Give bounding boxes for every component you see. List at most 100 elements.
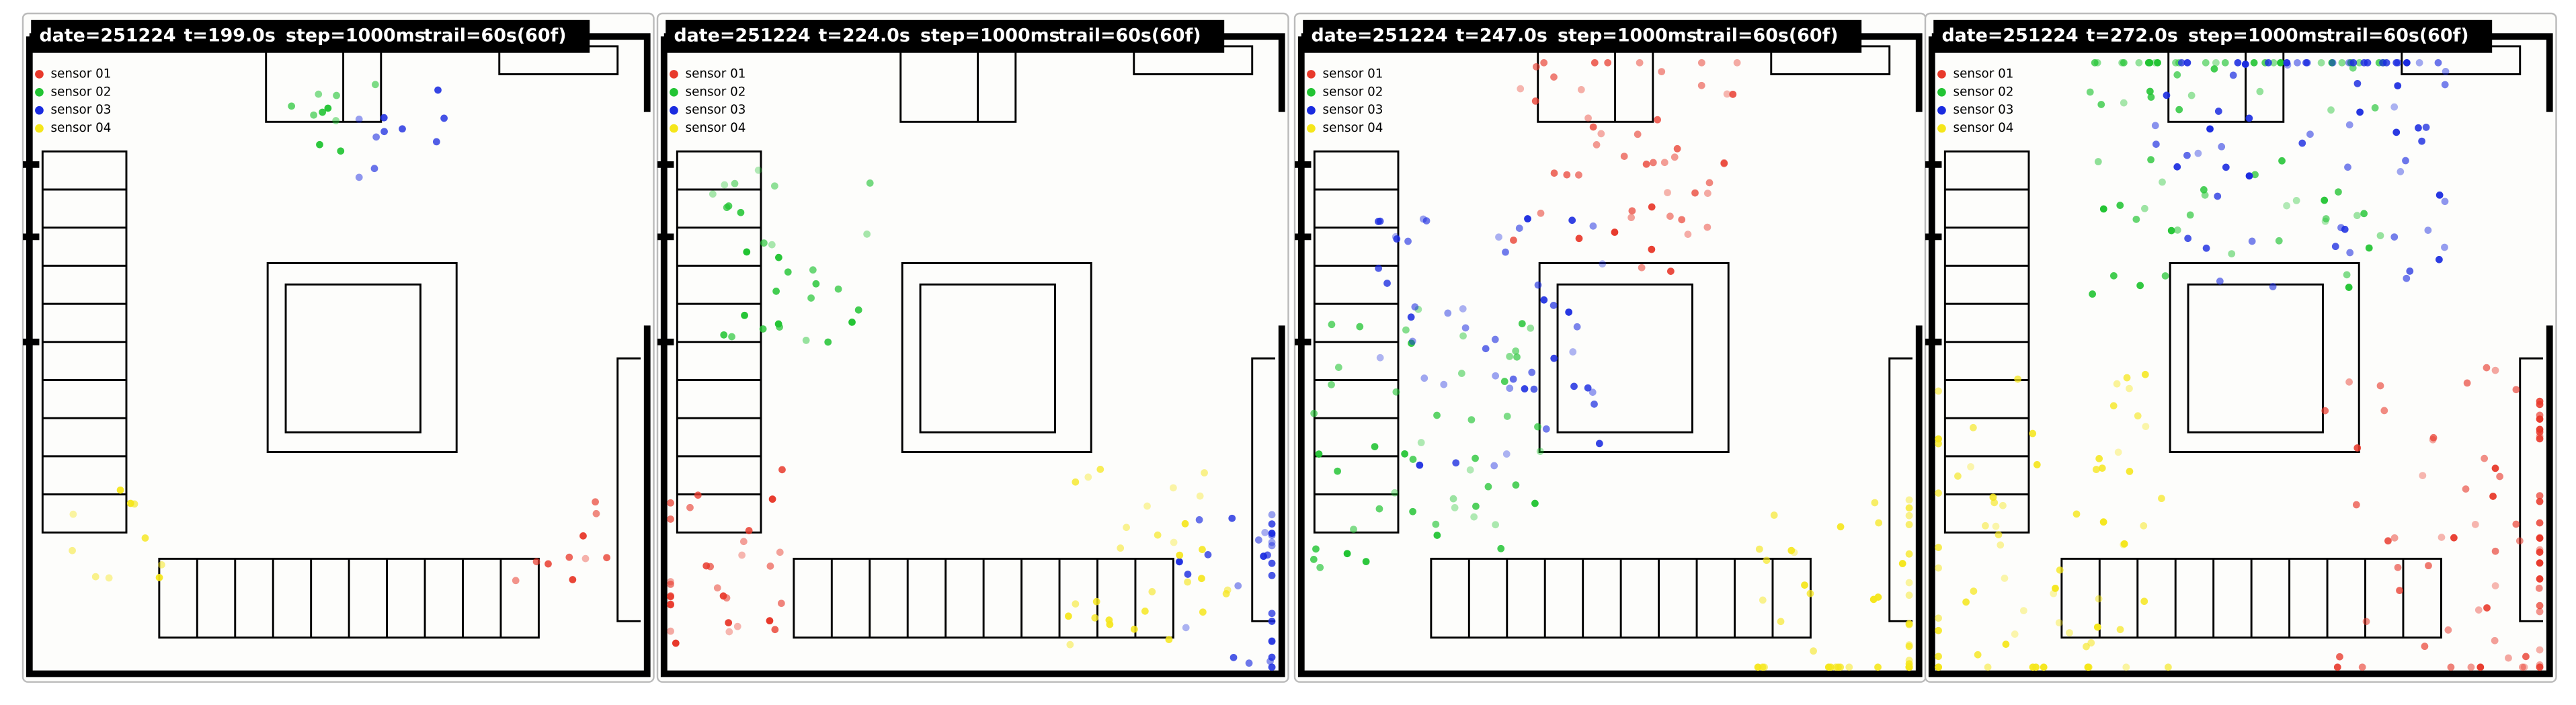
sensor-dot	[719, 592, 727, 600]
legend-swatch	[670, 70, 678, 79]
legend-swatch	[670, 124, 678, 133]
sensor-dot	[1984, 663, 1992, 671]
sensor-dot	[1777, 618, 1785, 626]
sensor-dot	[2362, 618, 2370, 626]
header-date: date=251224	[39, 26, 175, 46]
sensor-dot	[2321, 196, 2329, 204]
sensor-dot	[2390, 233, 2399, 241]
sensor-dot	[2173, 71, 2181, 79]
sensor-dot	[772, 287, 780, 295]
sensor-dot	[1531, 499, 1539, 507]
sensor-dot	[1528, 368, 1536, 376]
sensor-dot	[1705, 179, 1714, 187]
sensor-dot	[2250, 58, 2258, 67]
sensor-dot	[2093, 623, 2101, 631]
legend-swatch	[1937, 124, 1946, 133]
sensor-dot	[667, 581, 674, 588]
sensor-dot	[1182, 624, 1190, 632]
sensor-dot	[1673, 144, 1681, 153]
sensor-dot	[1935, 387, 1942, 395]
sensor-dot	[2424, 226, 2432, 234]
sensor-dot	[2278, 157, 2286, 165]
sensor-dot	[1577, 86, 1585, 93]
sensor-dot	[776, 548, 784, 556]
sensor-dot	[1905, 663, 1913, 671]
sensor-dot	[1537, 209, 1545, 217]
center-inner	[2187, 283, 2324, 433]
sensor-dot	[2418, 137, 2425, 145]
sensor-dot	[1666, 212, 1674, 220]
sensor-dot	[1502, 450, 1511, 458]
sensor-dot	[432, 138, 440, 146]
sensor-dot	[1584, 114, 1592, 122]
sensor-dot	[2321, 407, 2329, 415]
sensor-dot	[2536, 661, 2544, 669]
sensor-dot	[1154, 531, 1162, 539]
sensor-dot	[2029, 663, 2037, 671]
sensor-dot	[2294, 58, 2301, 67]
sensor-dot	[2345, 378, 2353, 386]
sensor-dot	[2352, 501, 2360, 509]
sensor-dot	[2050, 589, 2058, 597]
legend-label: sensor 03	[51, 103, 112, 117]
sensor-dot	[1391, 489, 1399, 497]
sensor-dot	[2002, 640, 2010, 649]
sensor-dot	[1638, 263, 1646, 272]
sensor-dot	[1512, 347, 1520, 355]
sensor-dot	[2098, 464, 2106, 472]
header-step: step=1000ms	[286, 26, 426, 46]
sensor-dot	[1611, 229, 1619, 236]
sensor-dot	[723, 204, 731, 212]
sensor-dot	[2066, 629, 2073, 636]
sensor-dot	[2118, 58, 2126, 67]
sensor-dot	[1648, 245, 1656, 253]
sensor-dot	[1905, 642, 1913, 651]
sensor-dot	[1376, 217, 1384, 225]
sensor-dot	[2269, 283, 2277, 290]
sensor-dot	[2536, 497, 2544, 505]
sensor-dot	[1935, 614, 1942, 622]
sensor-dot	[1433, 411, 1441, 419]
sensor-dot	[2147, 156, 2155, 164]
right-inner-wall	[1251, 357, 1275, 622]
legend-label: sensor 04	[1954, 121, 2014, 135]
sensor-dot	[1534, 281, 1542, 289]
sensor-dot	[1184, 578, 1191, 586]
sensor-dot	[1096, 466, 1104, 473]
sensor-dot	[2536, 646, 2544, 654]
sensor-dot	[155, 573, 163, 581]
sensor-dot	[2206, 125, 2214, 133]
sensor-dot	[512, 577, 520, 585]
sensor-dot	[1268, 520, 1276, 528]
sensor-dot	[2376, 232, 2384, 239]
sensor-dot	[759, 325, 767, 333]
sensor-dot	[667, 592, 674, 599]
header-bar	[666, 19, 1225, 53]
sensor-dot	[1466, 466, 1474, 474]
sensor-dot	[1874, 593, 1882, 601]
sensor-dot	[1143, 502, 1151, 510]
sensor-dot	[1472, 502, 1480, 510]
sensor-dot	[2052, 585, 2059, 592]
sensor-dot	[2087, 639, 2095, 647]
sensor-dot	[2434, 58, 2442, 67]
sensor-dot	[1268, 571, 1276, 579]
sensor-dot	[1432, 520, 1440, 528]
sensor-dot	[1375, 264, 1383, 272]
sensor-dot	[2353, 79, 2362, 87]
header-t: t=224.0s	[819, 26, 910, 46]
header-step: step=1000ms	[920, 26, 1060, 46]
sensor-dot	[1591, 400, 1598, 408]
sensor-dot	[532, 558, 540, 566]
sensor-dot	[2344, 163, 2351, 171]
sensor-dot	[1407, 313, 1415, 321]
sensor-dot	[1837, 523, 1845, 531]
sensor-dot	[1935, 440, 1942, 448]
sensor-dot	[2536, 546, 2544, 554]
sensor-dot	[579, 532, 587, 540]
sensor-dot	[1703, 190, 1712, 197]
sensor-dot	[2173, 226, 2181, 234]
sensor-dot	[2397, 168, 2405, 175]
sensor-dot	[1268, 542, 1276, 550]
sensor-dot	[2520, 663, 2528, 671]
